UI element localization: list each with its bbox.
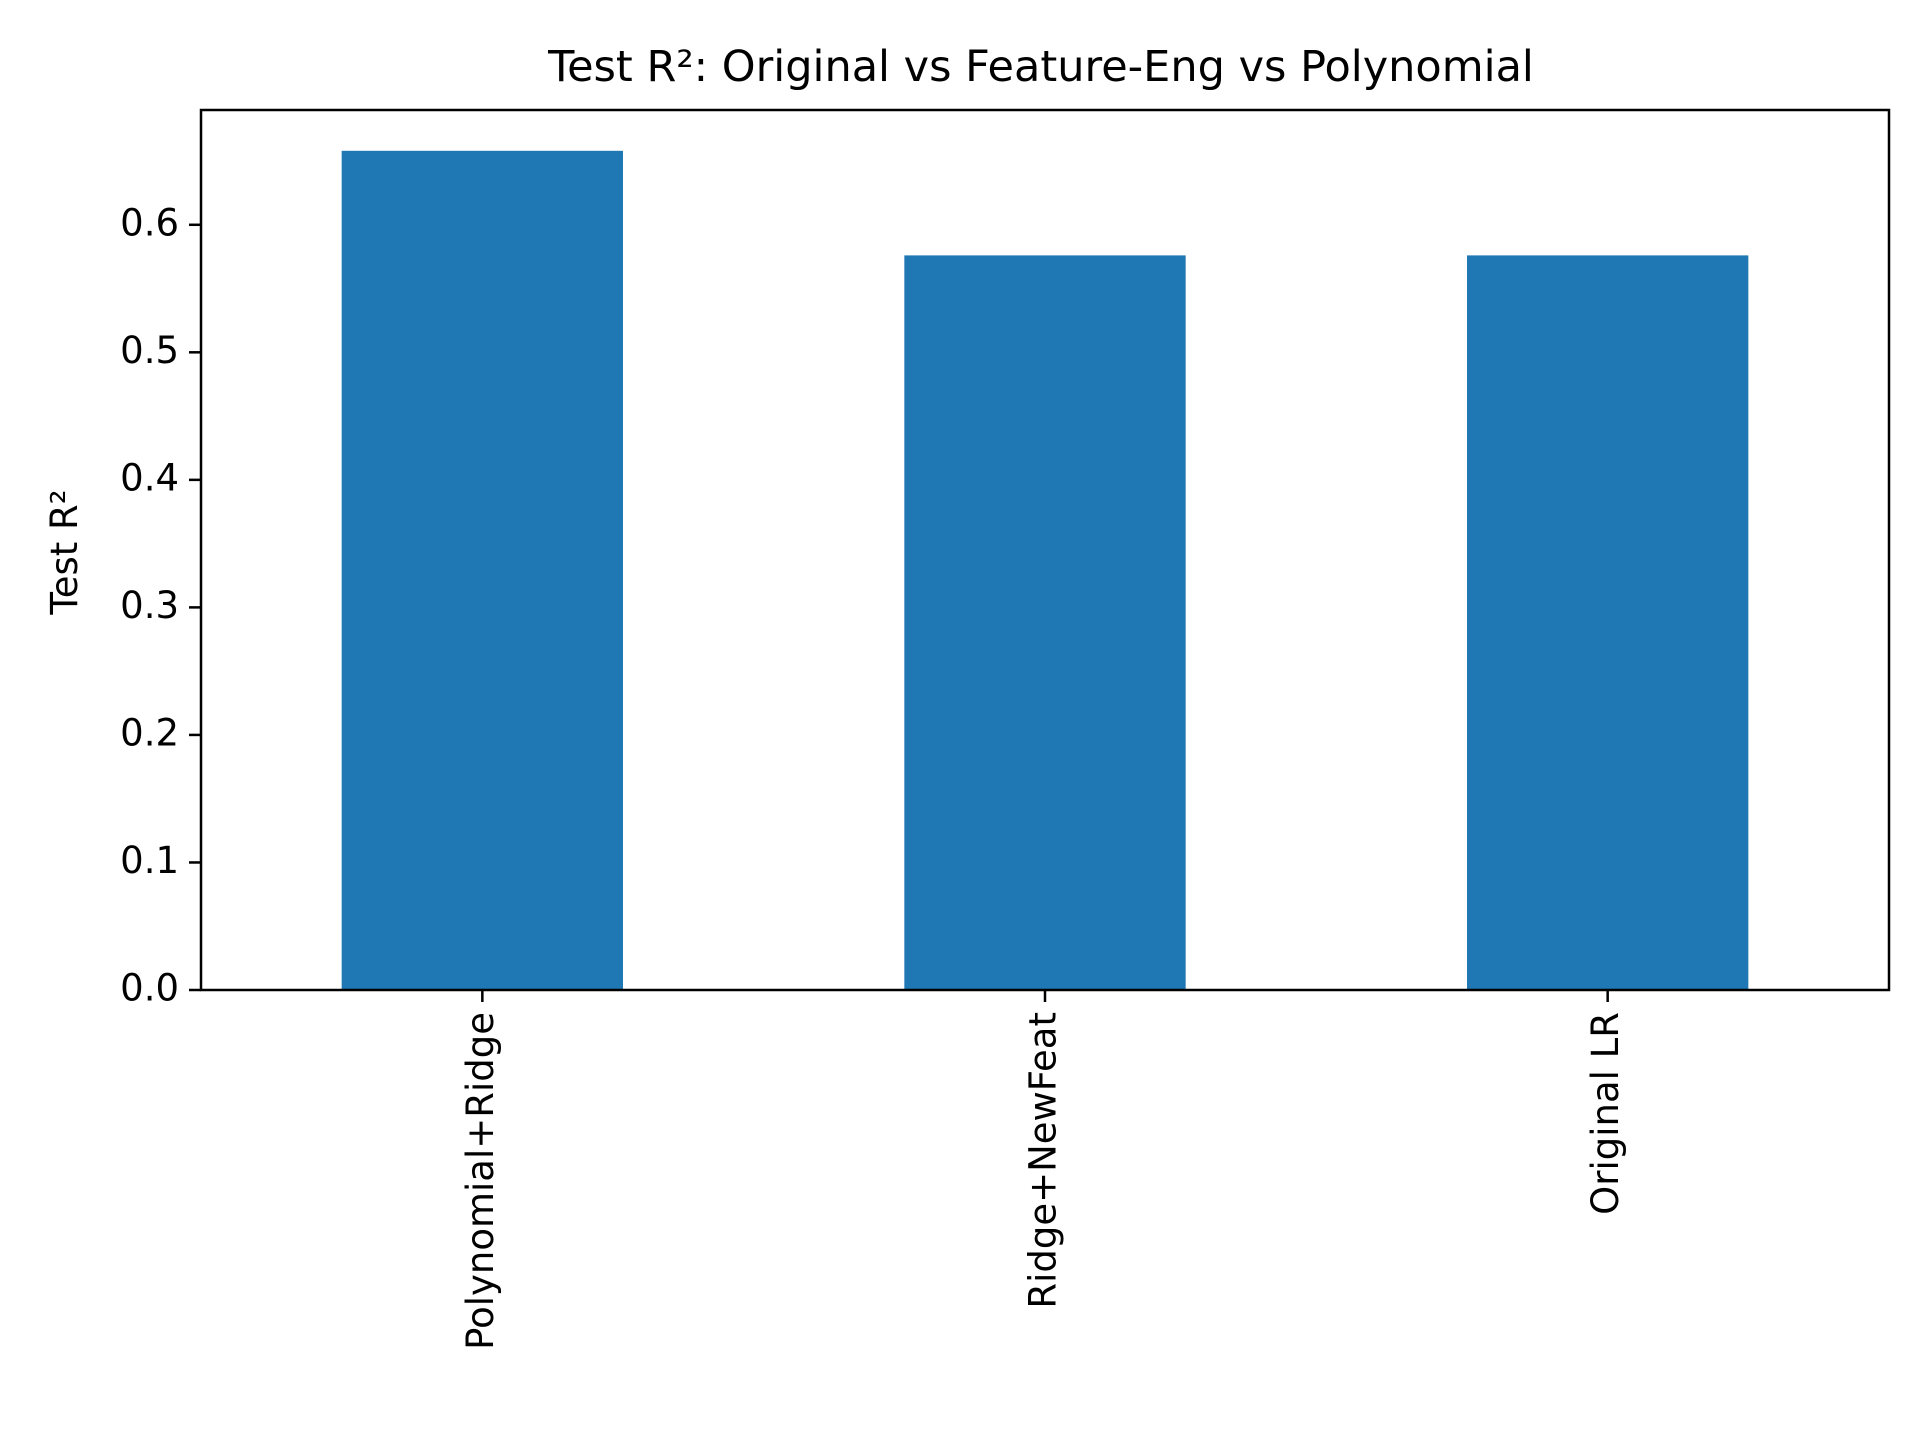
y-tick-label: 0.5: [120, 329, 179, 372]
y-axis-ticks: 0.0 0.1 0.2 0.3 0.4 0.5 0.6: [120, 201, 201, 1010]
bars-layer: [341, 150, 1749, 990]
y-tick-label: 0.4: [120, 456, 179, 499]
x-axis-ticks: Polynomial+Ridge Ridge+NewFeat Original LR: [459, 990, 1627, 1350]
bar-ridge-newfeat: [904, 255, 1186, 990]
y-tick-label: 0.2: [120, 711, 179, 754]
x-tick-label: Polynomial+Ridge: [459, 1012, 502, 1350]
bar-original-lr: [1467, 255, 1749, 990]
y-tick-label: 0.3: [120, 584, 179, 627]
y-tick-label: 0.1: [120, 839, 179, 882]
x-tick-label: Ridge+NewFeat: [1022, 1012, 1065, 1309]
bar-polynomial-ridge: [341, 150, 623, 990]
plot-frame: [199, 108, 1891, 992]
x-tick-label: Original LR: [1584, 1012, 1627, 1215]
y-tick-label: 0.0: [120, 967, 179, 1010]
y-tick-label: 0.6: [120, 201, 179, 244]
y-axis-label: Test R²: [43, 489, 86, 615]
chart-title: Test R²: Original vs Feature-Eng vs Poly…: [547, 42, 1534, 92]
